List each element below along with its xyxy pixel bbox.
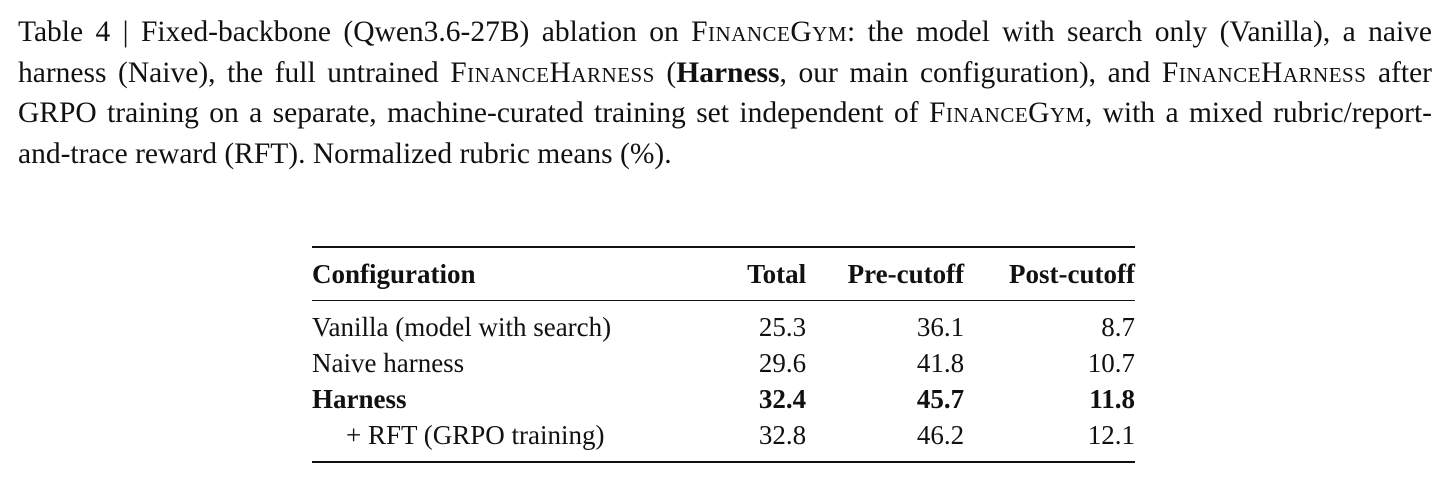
caption-text: FinanceGym xyxy=(691,16,847,48)
column-header: Configuration xyxy=(312,259,476,289)
row-label: + RFT (GRPO training) xyxy=(346,420,605,450)
table-row: Naive harness 29.6 41.8 10.7 xyxy=(312,345,1135,381)
caption-text: , with a mixed rubric/report-and-trace r… xyxy=(18,97,1433,170)
results-table: Configuration Total Pre-cutoff Post-cutoff … xyxy=(312,246,1135,463)
row-label: Naive harness xyxy=(312,348,465,378)
table-cell: 8.7 xyxy=(1101,312,1135,342)
caption-text: Harness xyxy=(676,56,780,89)
table-row: Vanilla (model with search) 25.3 36.1 8.7 xyxy=(312,301,1135,346)
table-row: Harness 32.4 45.7 11.8 xyxy=(312,381,1135,417)
table-cell: 36.1 xyxy=(916,312,965,342)
header-row: Configuration Total Pre-cutoff Post-cutoff xyxy=(312,247,1135,301)
table-cell: 12.1 xyxy=(1087,420,1135,450)
table-cell: 29.6 xyxy=(758,348,807,378)
caption-text: : the model with search only (Vanilla), … xyxy=(18,16,1432,89)
table-cell: 10.7 xyxy=(1087,348,1135,378)
caption-text: FinanceHarness xyxy=(450,56,655,89)
column-header: Pre-cutoff xyxy=(847,259,965,289)
caption-text: ( xyxy=(654,56,677,89)
caption-text: FinanceGym xyxy=(928,97,1085,129)
table-cell: 32.8 xyxy=(758,420,807,450)
table-cell: 32.4 xyxy=(758,384,807,414)
column-header: Total xyxy=(747,259,807,289)
table-header: Configuration Total Pre-cutoff Post-cutoff xyxy=(312,247,1135,301)
table-row: + RFT (GRPO training) 32.8 46.2 12.1 xyxy=(312,417,1135,462)
table-cell: 11.8 xyxy=(1089,384,1135,414)
caption-text: Table 4 | Fixed-backbone (Qwen3.6-27B) a… xyxy=(18,16,692,48)
table-cell: 41.8 xyxy=(916,348,965,378)
caption-text: after GRPO training on a separate, machi… xyxy=(18,56,1433,130)
row-label: Harness xyxy=(312,384,407,414)
table-body: Vanilla (model with search) 25.3 36.1 8.7 Na… xyxy=(312,301,1135,462)
caption-text: FinanceHarness xyxy=(1161,56,1367,89)
table-cell: 25.3 xyxy=(758,312,807,342)
table-caption: Table 4 | Fixed-backbone (Qwen3.6-27B) a… xyxy=(18,12,1432,174)
table-cell: 46.2 xyxy=(916,420,965,450)
caption-text: , our main con­figuration), and xyxy=(779,56,1162,89)
table-cell: 45.7 xyxy=(916,384,965,414)
column-header: Post-cutoff xyxy=(1009,259,1135,289)
row-label: Vanilla (model with search) xyxy=(312,312,612,342)
